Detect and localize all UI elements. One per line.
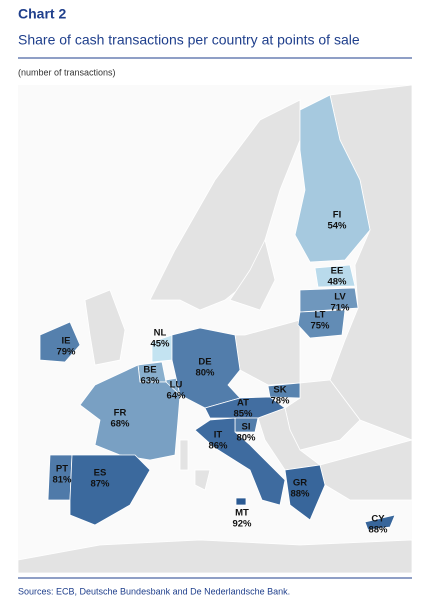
country-shape (69, 454, 151, 526)
country-code: LU (170, 380, 183, 391)
country-code: NL (154, 328, 167, 339)
country-layer (39, 94, 396, 531)
country-code: SK (273, 385, 286, 396)
country-code: BE (143, 365, 156, 376)
value-label: 81% (52, 475, 72, 486)
country-code: IE (62, 336, 71, 347)
value-label: 88% (368, 525, 388, 536)
value-label: 71% (330, 303, 350, 314)
value-label: 88% (290, 489, 310, 500)
value-label: 86% (208, 441, 228, 452)
country-shape (194, 417, 286, 506)
country-code: FR (114, 408, 127, 419)
country-code: SI (242, 422, 251, 433)
value-label: 79% (56, 347, 76, 358)
country-shape (39, 321, 81, 363)
country-shape (297, 309, 346, 339)
country-shape (267, 382, 301, 399)
country-code: PT (56, 464, 68, 475)
country-shape (79, 364, 181, 461)
country-code: IT (214, 430, 223, 441)
country-code: LT (315, 310, 326, 321)
country-shape (171, 327, 241, 409)
value-label: 80% (195, 368, 215, 379)
country-shape (204, 396, 286, 419)
country-shape (284, 464, 326, 521)
value-label: 75% (310, 321, 330, 332)
country-code: MT (235, 508, 249, 519)
country-shape (299, 287, 359, 313)
country-code: EE (331, 266, 344, 277)
country-code: DE (198, 357, 211, 368)
chart-note: (number of transactions) (18, 67, 116, 77)
country-shape (314, 264, 356, 288)
value-label: 54% (327, 221, 347, 232)
country-code: AT (237, 398, 249, 409)
value-label: 78% (270, 396, 290, 407)
value-label: 63% (140, 376, 160, 387)
value-label: 64% (166, 391, 186, 402)
value-label: 87% (90, 479, 110, 490)
source-note: Sources: ECB, Deutsche Bundesbank and De… (18, 586, 290, 596)
country-shape (235, 497, 247, 506)
value-label: 45% (150, 339, 170, 350)
value-label: 85% (233, 409, 253, 420)
country-shape (294, 94, 371, 263)
country-code: FI (333, 210, 341, 221)
chart-subtitle: Share of cash transactions per country a… (18, 32, 360, 48)
value-label: 92% (232, 519, 252, 530)
country-code: GR (293, 478, 307, 489)
country-code: LV (334, 292, 346, 303)
value-label: 48% (327, 277, 347, 288)
value-label: 80% (236, 433, 256, 444)
value-label: 68% (110, 419, 130, 430)
country-shape (364, 514, 396, 531)
country-code: ES (94, 468, 107, 479)
chart-title: Chart 2 (18, 6, 66, 22)
country-code: CY (371, 514, 385, 525)
